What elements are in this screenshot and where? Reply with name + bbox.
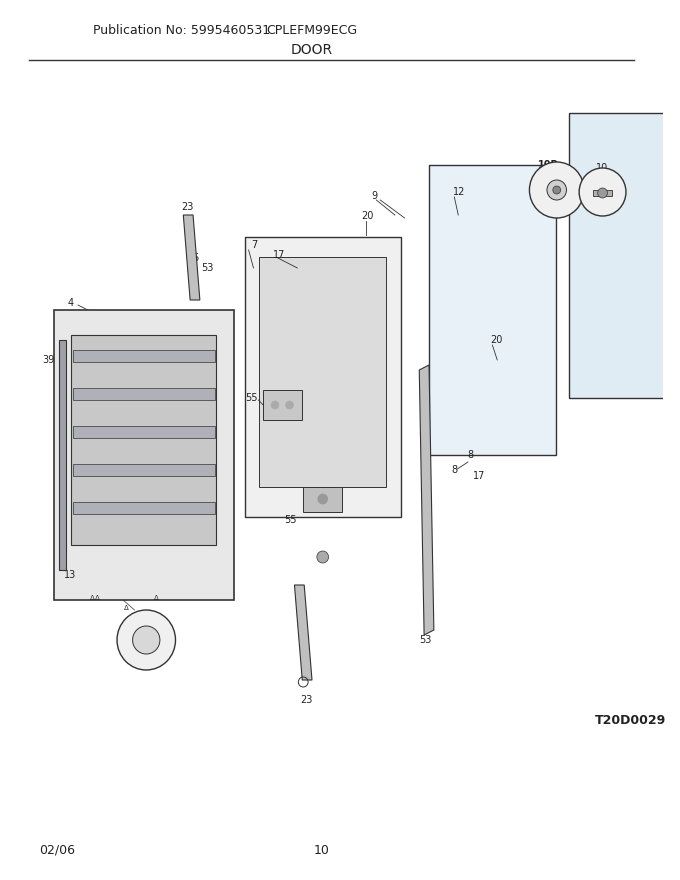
- Text: Δ: Δ: [90, 595, 95, 601]
- Polygon shape: [54, 310, 234, 600]
- Circle shape: [579, 168, 626, 216]
- Polygon shape: [58, 340, 67, 570]
- Text: 53: 53: [201, 263, 214, 273]
- Circle shape: [318, 494, 328, 504]
- Text: 4: 4: [67, 298, 73, 308]
- Text: T20D0029: T20D0029: [595, 714, 666, 727]
- Polygon shape: [303, 487, 342, 512]
- Polygon shape: [294, 585, 312, 680]
- Polygon shape: [73, 350, 214, 362]
- Text: 6: 6: [192, 253, 198, 263]
- Circle shape: [547, 180, 566, 200]
- Text: 02/06: 02/06: [39, 844, 75, 856]
- Polygon shape: [71, 335, 216, 545]
- Circle shape: [117, 610, 175, 670]
- Polygon shape: [73, 502, 214, 514]
- Text: Δ: Δ: [124, 605, 129, 611]
- Text: Publication No: 5995460531: Publication No: 5995460531: [92, 24, 270, 36]
- Polygon shape: [184, 215, 200, 300]
- Polygon shape: [245, 237, 401, 517]
- Text: 10B: 10B: [537, 160, 558, 170]
- Text: 17: 17: [273, 250, 285, 260]
- Text: 39: 39: [43, 355, 55, 365]
- Polygon shape: [263, 390, 302, 420]
- Text: 9: 9: [371, 191, 377, 201]
- Text: 23: 23: [300, 695, 312, 705]
- Polygon shape: [259, 257, 386, 487]
- Text: DOOR: DOOR: [291, 43, 333, 57]
- Circle shape: [598, 188, 607, 198]
- Text: 55: 55: [284, 515, 296, 525]
- Text: 10: 10: [313, 844, 330, 856]
- Text: 12: 12: [453, 187, 465, 197]
- Text: 20: 20: [361, 211, 374, 221]
- Circle shape: [553, 186, 560, 194]
- Text: 8: 8: [452, 465, 458, 475]
- Text: 23: 23: [181, 202, 193, 212]
- Text: Δ: Δ: [95, 595, 100, 601]
- Text: 55: 55: [245, 393, 258, 403]
- Text: 53: 53: [419, 635, 431, 645]
- Polygon shape: [73, 426, 214, 438]
- Text: 7: 7: [252, 240, 258, 250]
- Text: Δ: Δ: [154, 595, 158, 601]
- Text: 60B: 60B: [126, 623, 147, 633]
- Text: 8: 8: [468, 450, 474, 460]
- Text: 17: 17: [473, 471, 485, 481]
- Circle shape: [271, 401, 279, 409]
- Circle shape: [317, 551, 328, 563]
- Text: 13: 13: [64, 570, 76, 580]
- Polygon shape: [593, 190, 612, 196]
- Polygon shape: [569, 113, 680, 398]
- Text: CPLEFM99ECG: CPLEFM99ECG: [267, 24, 358, 36]
- Text: 20: 20: [490, 335, 503, 345]
- Text: 10: 10: [596, 163, 609, 173]
- Polygon shape: [420, 365, 434, 635]
- Polygon shape: [73, 388, 214, 400]
- Circle shape: [530, 162, 584, 218]
- Polygon shape: [429, 165, 556, 455]
- Circle shape: [133, 626, 160, 654]
- Circle shape: [286, 401, 294, 409]
- Polygon shape: [73, 464, 214, 476]
